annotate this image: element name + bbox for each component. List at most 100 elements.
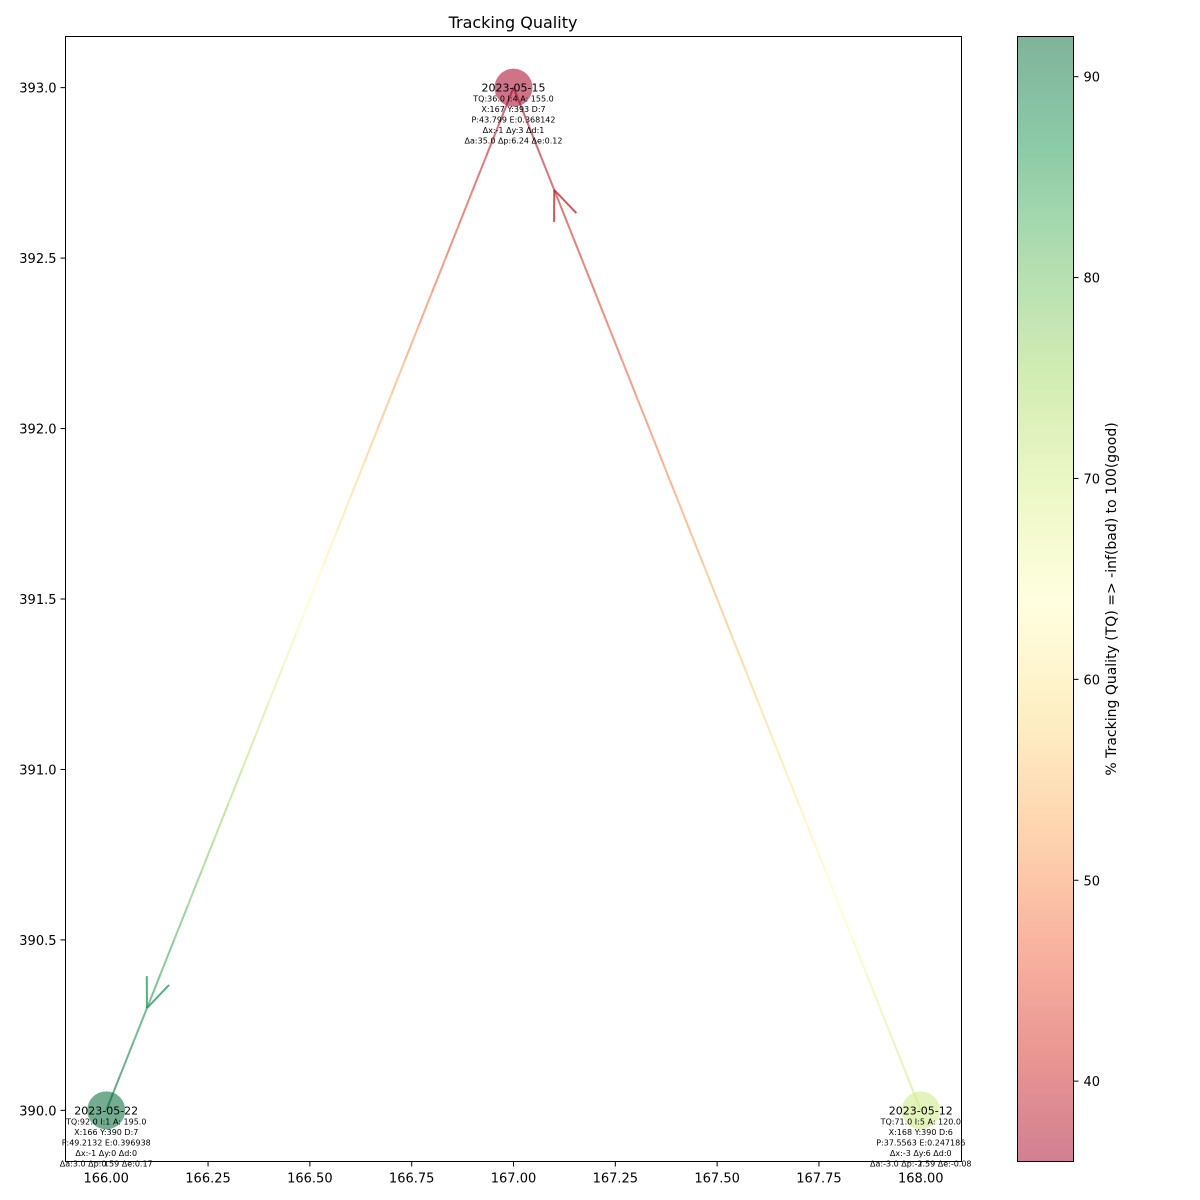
colorbar-label: % Tracking Quality (TQ) => -inf(bad) to … <box>1104 422 1120 775</box>
path-line <box>363 428 379 464</box>
path-line <box>851 939 868 975</box>
path-line <box>444 223 461 259</box>
path-line <box>797 803 814 839</box>
path-line <box>634 394 651 429</box>
path-line <box>376 394 393 429</box>
path-line <box>254 700 271 736</box>
path-arrowhead <box>146 984 170 1009</box>
path-line <box>390 359 406 395</box>
path-line <box>770 734 786 770</box>
x-tick-label: 167.75 <box>796 1172 842 1187</box>
path-line <box>865 973 881 1009</box>
path-line <box>471 155 488 191</box>
y-tick-label: 393.0 <box>19 82 56 97</box>
colorbar-frame <box>1017 36 1074 1162</box>
path-line <box>648 428 664 464</box>
point-detail-label: TQ:71.0 I:5 A: 120.0 <box>880 1117 961 1126</box>
path-line <box>118 1041 135 1077</box>
path-segment <box>105 87 515 1111</box>
path-line <box>594 291 610 327</box>
colorbar-tick-label: 50 <box>1084 874 1101 889</box>
path-line <box>173 905 189 941</box>
point-detail-label: P:49.2132 E:0.396938 <box>62 1138 151 1147</box>
path-line <box>241 734 257 770</box>
path-line <box>186 871 203 907</box>
x-tick-label: 167.50 <box>694 1172 740 1187</box>
path-line <box>322 530 338 566</box>
path-line <box>308 564 325 600</box>
point-detail-label: P:37.5563 E:0.247186 <box>876 1138 965 1147</box>
colorbar-tick-label: 80 <box>1084 272 1101 287</box>
path-arrowhead <box>553 189 578 214</box>
x-tick-label: 166.75 <box>389 1172 435 1187</box>
path-line <box>566 223 583 259</box>
path-line <box>159 939 176 975</box>
path-line <box>607 325 624 361</box>
point-date-label: 2023-05-12 <box>889 1104 953 1117</box>
path-line <box>526 121 542 157</box>
colorbar-tick-label: 60 <box>1084 673 1101 688</box>
path-line <box>702 564 719 600</box>
path-line <box>621 359 637 395</box>
data-point <box>494 68 533 107</box>
path-line <box>213 803 230 839</box>
y-axis: 390.0 390.5 391.0 391.5 392.0 392.5 393.0 <box>19 82 66 1119</box>
point-detail-label: X:168 Y:390 D:6 <box>889 1128 953 1137</box>
point-detail-label: P:43.799 E:0.368142 <box>472 116 556 125</box>
path-line <box>431 257 447 293</box>
path-segment <box>512 87 922 1111</box>
path-line <box>824 871 841 907</box>
data-point <box>901 1091 940 1130</box>
path-line <box>417 291 433 327</box>
point-detail-label: X:166 Y:390 D:7 <box>74 1128 138 1137</box>
colorbar-tick-label: 90 <box>1084 71 1101 86</box>
x-tick-label: 166.25 <box>185 1172 231 1187</box>
path-line <box>132 1007 148 1043</box>
data-point <box>87 1091 126 1130</box>
colorbar-tick-label: 70 <box>1084 472 1101 487</box>
y-tick-label: 392.0 <box>19 423 56 438</box>
x-tick-label: 166.00 <box>83 1172 129 1187</box>
point-detail-label: Δx:-3 Δy:6 Δd:0 <box>890 1149 952 1158</box>
path-line <box>268 666 284 702</box>
path-line <box>756 700 773 736</box>
path-line <box>716 598 732 634</box>
path-line <box>485 121 501 157</box>
plot-frame <box>65 36 962 1162</box>
path-line <box>661 462 678 498</box>
y-tick-label: 392.5 <box>19 252 56 267</box>
path-line <box>675 496 691 532</box>
point-detail-label: Δx:-1 Δy:0 Δd:0 <box>75 1149 137 1158</box>
y-tick-label: 390.5 <box>19 934 56 949</box>
path-line <box>403 325 420 361</box>
path-line <box>743 666 759 702</box>
path-line <box>580 257 596 293</box>
point-detail-label: Δa:35.0 Δp:6.24 Δe:0.12 <box>465 137 563 146</box>
point-detail-label: TQ:92.0 I:1 A: 195.0 <box>65 1117 146 1126</box>
point-date-label: 2023-05-15 <box>482 82 546 95</box>
path-line <box>838 905 854 941</box>
path-line <box>811 837 827 873</box>
y-tick-label: 391.5 <box>19 593 56 608</box>
path-line <box>458 189 474 225</box>
path-line <box>784 769 800 804</box>
x-tick-label: 168.00 <box>898 1172 944 1187</box>
path-line <box>336 496 352 532</box>
path-line <box>879 1007 895 1043</box>
x-tick-label: 167.25 <box>593 1172 639 1187</box>
colorbar: 40 50 60 70 80 90 <box>1017 36 1101 1162</box>
path-line <box>200 837 216 873</box>
path-line <box>539 155 556 191</box>
x-axis: 166.00 166.25 166.50 166.75 167.00 167.25 167.… <box>83 1161 944 1187</box>
chart-title: Tracking Quality <box>448 13 578 32</box>
point-detail-label: X:167 Y:393 D:7 <box>481 105 545 114</box>
x-tick-label: 167.00 <box>491 1172 537 1187</box>
path-line <box>689 530 705 566</box>
colorbar-gradient <box>1017 36 1074 1162</box>
path-line <box>295 598 311 634</box>
path-line <box>349 462 366 498</box>
path-line <box>892 1041 909 1077</box>
path-line <box>553 189 569 225</box>
